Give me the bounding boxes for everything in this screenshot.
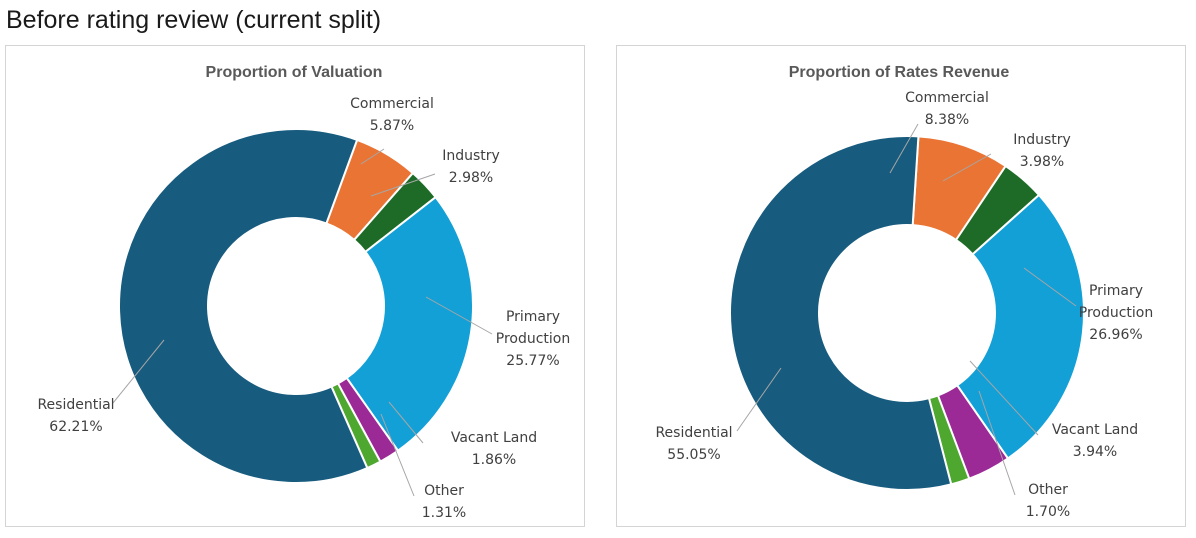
value-label-commercial: 8.38% — [925, 112, 969, 128]
label-primary-production-1: Primary — [1089, 283, 1143, 299]
label-vacant-land: Vacant Land — [451, 430, 537, 446]
leader-line-residential — [112, 339, 165, 404]
value-label-other: 1.70% — [1026, 504, 1070, 520]
leader-line-commercial — [360, 148, 385, 165]
page-heading: Before rating review (current split) — [6, 6, 382, 34]
label-primary-production-2: Production — [496, 331, 570, 347]
label-commercial: Commercial — [905, 90, 989, 106]
leader-line-commercial — [889, 123, 919, 174]
label-vacant-land: Vacant Land — [1052, 422, 1138, 438]
value-label-commercial: 5.87% — [370, 118, 414, 134]
label-other: Other — [1028, 482, 1068, 498]
value-label-industry: 3.98% — [1020, 154, 1064, 170]
leader-line-industry — [370, 173, 436, 197]
value-label-industry: 2.98% — [449, 170, 493, 186]
label-commercial: Commercial — [350, 96, 434, 112]
label-industry: Industry — [442, 148, 500, 164]
rates-revenue-chart-panel: Proportion of Rates Revenue Commercial 8.3… — [616, 45, 1186, 527]
value-label-other: 1.31% — [422, 505, 466, 521]
leader-line-other — [978, 390, 1016, 496]
valuation-donut-chart: Proportion of Valuation Commercial 5.87% In… — [37, 64, 570, 521]
leader-line-industry — [942, 153, 992, 182]
value-label-vacant-land: 3.94% — [1073, 444, 1117, 460]
label-industry: Industry — [1013, 132, 1071, 148]
label-other: Other — [424, 483, 464, 499]
leader-line-vacant-land — [969, 360, 1039, 436]
value-label-primary-production: 25.77% — [506, 353, 559, 369]
leader-line-residential — [736, 367, 782, 432]
value-label-primary-production: 26.96% — [1089, 327, 1142, 343]
value-label-residential: 62.21% — [49, 419, 102, 435]
label-primary-production-2: Production — [1079, 305, 1153, 321]
slice-residential — [729, 135, 953, 491]
label-residential: Residential — [37, 397, 114, 413]
slice-residential — [118, 128, 369, 484]
rates-revenue-donut-chart: Proportion of Rates Revenue Commercial 8.3… — [655, 64, 1153, 520]
leader-line-other — [380, 413, 415, 497]
valuation-chart-panel: Proportion of Valuation Commercial 5.87% In… — [5, 45, 585, 527]
slice-primary-production — [345, 195, 474, 453]
label-primary-production-1: Primary — [506, 309, 560, 325]
leader-line-primary-production — [1023, 267, 1077, 307]
value-label-residential: 55.05% — [667, 447, 720, 463]
chart-title: Proportion of Valuation — [206, 64, 383, 81]
slice-primary-production — [955, 193, 1085, 460]
label-residential: Residential — [655, 425, 732, 441]
leader-line-primary-production — [425, 296, 493, 335]
chart-title: Proportion of Rates Revenue — [789, 64, 1010, 81]
leader-line-vacant-land — [388, 401, 424, 444]
value-label-vacant-land: 1.86% — [472, 452, 516, 468]
